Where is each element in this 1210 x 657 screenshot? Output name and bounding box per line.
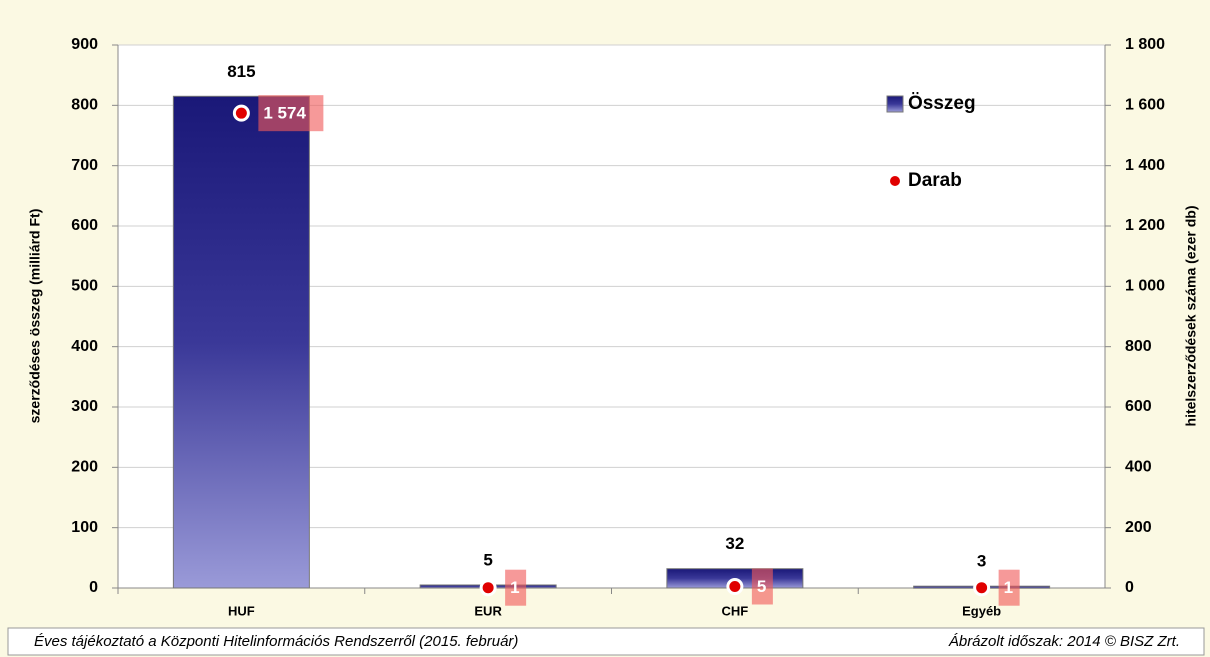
y-tick-label: 700 bbox=[71, 157, 98, 174]
x-tick-label: CHF bbox=[722, 603, 749, 618]
y2-tick-label: 1 200 bbox=[1125, 217, 1165, 234]
legend-label: Darab bbox=[908, 170, 962, 191]
y-tick-label: 900 bbox=[71, 36, 98, 53]
y2-tick-label: 1 400 bbox=[1125, 157, 1165, 174]
y-axis-label: szerződéses összeg (milliárd Ft) bbox=[27, 209, 43, 424]
point bbox=[973, 579, 991, 597]
legend-swatch bbox=[890, 176, 900, 186]
y2-tick-label: 400 bbox=[1125, 459, 1152, 476]
footer-left: Éves tájékoztató a Központi Hitelinformá… bbox=[34, 633, 518, 650]
bar bbox=[172, 95, 310, 589]
y2-tick-label: 200 bbox=[1125, 519, 1152, 536]
point-value-label: 1 bbox=[1004, 578, 1013, 597]
y2-tick-label: 1 000 bbox=[1125, 278, 1165, 295]
legend-swatch bbox=[886, 95, 904, 113]
bar-value-label: 5 bbox=[483, 550, 492, 569]
y-tick-label: 200 bbox=[71, 459, 98, 476]
y2-tick-label: 800 bbox=[1125, 338, 1152, 355]
point bbox=[232, 104, 250, 122]
y-tick-label: 0 bbox=[89, 579, 98, 596]
y-tick-label: 500 bbox=[71, 278, 98, 295]
value-label-box bbox=[998, 569, 1020, 606]
y-tick-label: 600 bbox=[71, 217, 98, 234]
legend-label: Összeg bbox=[908, 93, 976, 114]
x-tick-label: HUF bbox=[228, 603, 255, 618]
y-tick-label: 300 bbox=[71, 398, 98, 415]
x-tick-label: EUR bbox=[474, 603, 502, 618]
point-value-label: 1 574 bbox=[263, 104, 306, 123]
y2-tick-label: 600 bbox=[1125, 398, 1152, 415]
value-label-box bbox=[505, 569, 527, 606]
point bbox=[479, 579, 497, 597]
footer-box bbox=[7, 627, 1205, 656]
bar-value-label: 3 bbox=[977, 552, 986, 571]
bar-value-label: 32 bbox=[725, 534, 744, 553]
point-value-label: 5 bbox=[757, 577, 766, 596]
point bbox=[726, 577, 744, 595]
point-value-label: 1 bbox=[510, 578, 519, 597]
footer-right: Ábrázolt időszak: 2014 © BISZ Zrt. bbox=[948, 633, 1180, 650]
y-tick-label: 400 bbox=[71, 338, 98, 355]
y2-tick-label: 0 bbox=[1125, 579, 1134, 596]
y-tick-label: 800 bbox=[71, 97, 98, 114]
bar-value-label: 815 bbox=[227, 62, 255, 81]
value-label-box bbox=[258, 95, 324, 132]
y2-axis-label: hitelszerződések száma (ezer db) bbox=[1183, 206, 1199, 427]
x-tick-label: Egyéb bbox=[962, 603, 1001, 618]
y-tick-label: 100 bbox=[71, 519, 98, 536]
y2-tick-label: 1 600 bbox=[1125, 97, 1165, 114]
value-label-box bbox=[751, 568, 773, 605]
y2-tick-label: 1 800 bbox=[1125, 36, 1165, 53]
